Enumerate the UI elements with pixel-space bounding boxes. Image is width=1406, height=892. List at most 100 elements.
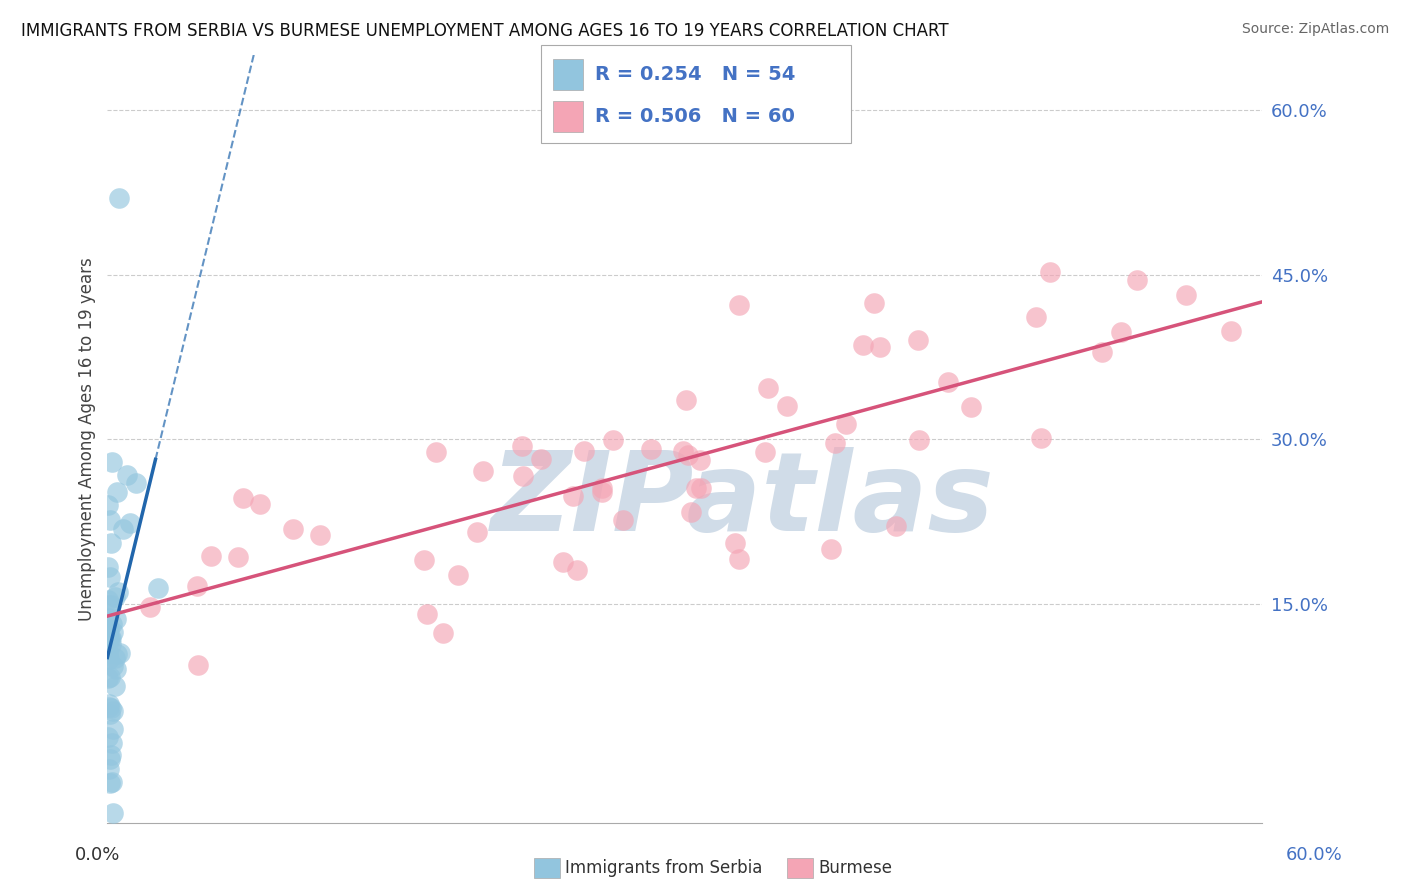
Point xyxy=(100,617,122,632)
Point xyxy=(187,657,209,672)
Point xyxy=(98,706,121,721)
Point xyxy=(118,516,141,531)
Point xyxy=(561,489,583,503)
Point xyxy=(884,519,907,533)
Point xyxy=(754,445,776,459)
Point xyxy=(100,776,122,790)
Point xyxy=(425,445,447,459)
Point xyxy=(97,560,120,574)
Point xyxy=(960,401,983,415)
Point xyxy=(226,549,249,564)
Point xyxy=(852,337,875,351)
Point xyxy=(416,607,439,622)
Point xyxy=(612,513,634,527)
Point xyxy=(105,612,128,626)
Point xyxy=(103,805,125,820)
Point xyxy=(124,476,146,491)
Point xyxy=(97,598,120,612)
Point xyxy=(100,747,122,762)
Point xyxy=(105,485,128,500)
Point xyxy=(1219,324,1241,338)
Point xyxy=(413,553,436,567)
Point xyxy=(1029,431,1052,445)
Point xyxy=(685,482,707,496)
Point xyxy=(591,482,613,496)
Point xyxy=(104,662,127,676)
Point xyxy=(679,505,702,519)
Text: 0.0%: 0.0% xyxy=(75,846,120,863)
Point xyxy=(107,585,129,599)
Point xyxy=(672,444,695,458)
Point xyxy=(200,549,222,563)
Point xyxy=(835,417,858,431)
Point xyxy=(101,454,124,468)
Point xyxy=(100,638,122,652)
Point xyxy=(146,581,169,595)
Point xyxy=(101,775,124,789)
Point xyxy=(640,442,662,456)
Point xyxy=(97,631,120,645)
Point xyxy=(756,381,779,395)
Point xyxy=(308,528,330,542)
Point xyxy=(602,433,624,447)
Point xyxy=(98,570,121,584)
Text: Immigrants from Serbia: Immigrants from Serbia xyxy=(565,859,762,877)
Point xyxy=(1126,273,1149,287)
Point xyxy=(820,542,842,557)
Point xyxy=(530,451,553,466)
Point xyxy=(512,439,534,453)
Point xyxy=(101,722,124,736)
Point xyxy=(97,628,120,642)
Point xyxy=(97,498,120,512)
Point xyxy=(104,680,127,694)
Point xyxy=(105,647,128,661)
Point xyxy=(100,598,122,612)
Point xyxy=(465,525,488,540)
Point xyxy=(471,464,494,478)
Point xyxy=(567,563,589,577)
Point xyxy=(572,444,595,458)
Point xyxy=(1025,310,1047,325)
Point xyxy=(512,468,534,483)
Point xyxy=(869,340,891,354)
Point xyxy=(1111,325,1133,339)
Point xyxy=(98,513,121,527)
Point xyxy=(97,730,120,744)
Point xyxy=(100,631,122,645)
Point xyxy=(98,762,121,776)
Point xyxy=(727,552,749,566)
Point xyxy=(690,481,713,495)
Point xyxy=(1039,265,1062,279)
Text: Burmese: Burmese xyxy=(818,859,893,877)
Point xyxy=(591,485,613,500)
Point xyxy=(447,568,470,582)
Point xyxy=(98,631,121,645)
Point xyxy=(97,646,120,660)
Text: 60.0%: 60.0% xyxy=(1286,846,1343,863)
Point xyxy=(551,555,574,569)
Point xyxy=(104,590,127,604)
Point xyxy=(115,467,138,482)
Point xyxy=(97,700,120,714)
Point xyxy=(101,705,124,719)
Point xyxy=(724,535,747,549)
Point xyxy=(97,632,120,646)
Text: IMMIGRANTS FROM SERBIA VS BURMESE UNEMPLOYMENT AMONG AGES 16 TO 19 YEARS CORRELA: IMMIGRANTS FROM SERBIA VS BURMESE UNEMPL… xyxy=(21,22,949,40)
Point xyxy=(281,522,304,536)
Point xyxy=(98,697,121,711)
Point xyxy=(100,701,122,715)
Point xyxy=(98,622,121,636)
Y-axis label: Unemployment Among Ages 16 to 19 years: Unemployment Among Ages 16 to 19 years xyxy=(79,258,96,621)
Point xyxy=(908,433,931,447)
Point xyxy=(727,298,749,312)
Point xyxy=(104,651,127,665)
Point xyxy=(249,497,271,511)
Point xyxy=(678,448,700,462)
Point xyxy=(824,435,846,450)
Point xyxy=(97,671,120,685)
Point xyxy=(108,646,131,660)
Point xyxy=(139,599,162,614)
Point xyxy=(232,491,254,505)
Point xyxy=(97,593,120,607)
Point xyxy=(1175,287,1198,301)
